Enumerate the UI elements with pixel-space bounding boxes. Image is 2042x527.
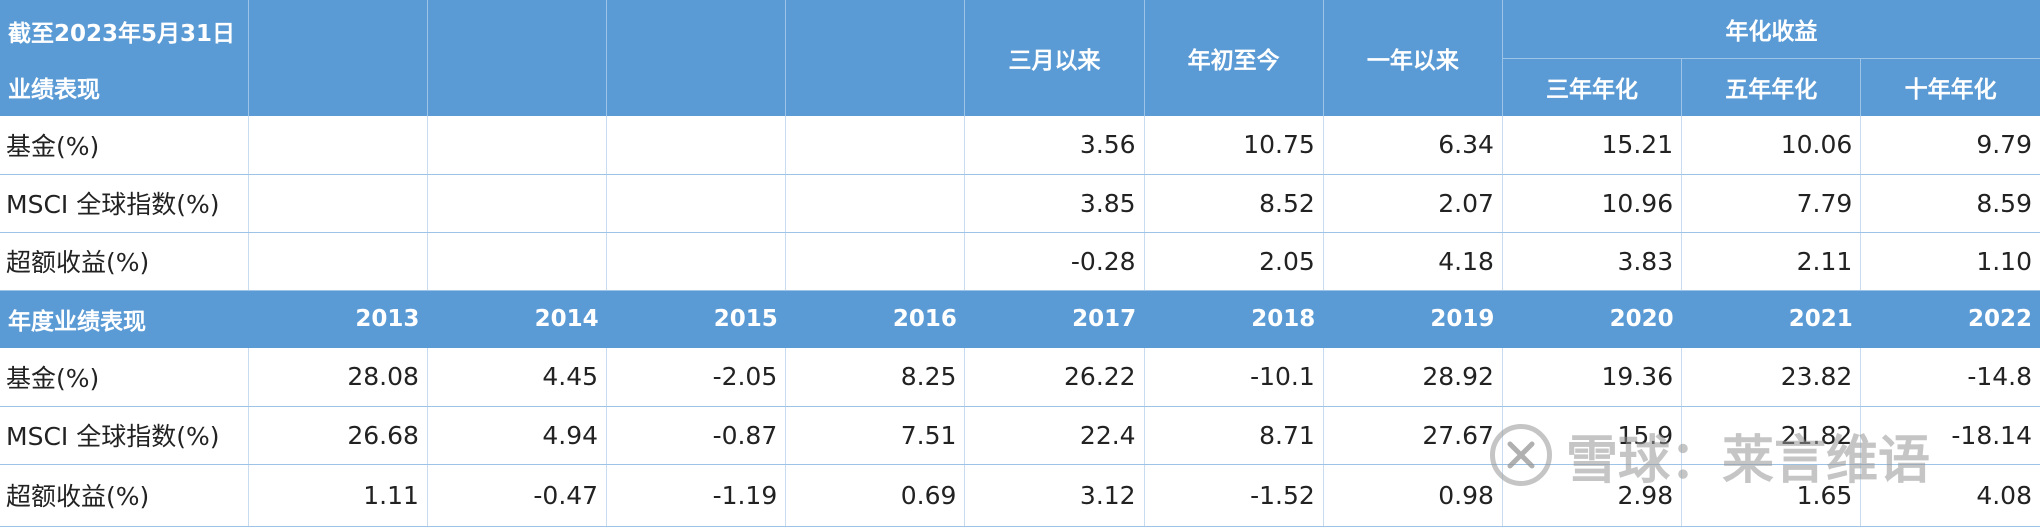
table-cell: 4.94 [426,406,607,465]
table-cell: 23.82 [1681,348,1861,407]
header-row-1: 截至2023年5月31日 三月以来 年初至今 一年以来 年化收益 [0,0,2040,116]
table-cell: 8.71 [1143,406,1324,465]
year-header: 2015 [606,290,786,348]
annual-section-title: 年度业绩表现 [0,290,249,348]
col-header-3m: 三月以来 [964,0,1145,116]
year-header: 2014 [427,290,607,348]
table-cell: 1.10 [1860,232,2040,291]
table-cell: 19.36 [1501,348,1682,407]
table-cell: 15.21 [1501,116,1682,175]
table-cell: -0.47 [426,464,607,527]
as-of-date: 截至2023年5月31日 [0,0,249,58]
table-cell: 22.4 [964,406,1145,465]
table-cell: 7.51 [785,406,965,465]
table-cell: 6.34 [1322,116,1503,175]
year-header: 2022 [1860,290,2040,348]
table-cell: 8.25 [785,348,965,407]
row-label: MSCI 全球指数(%) [0,174,249,233]
table-cell: -1.52 [1143,464,1324,527]
row-label: 超额收益(%) [0,464,249,527]
table-cell: 2.98 [1501,464,1682,527]
table-cell: 1.65 [1681,464,1861,527]
row-label: 基金(%) [0,116,249,175]
table-cell: 26.68 [247,406,428,465]
table-cell: 4.45 [426,348,607,407]
table-row: 超额收益(%) 1.11 -0.47 -1.19 0.69 3.12 -1.52… [0,464,2040,527]
col-header-1y: 一年以来 [1322,0,1503,116]
table-cell: -14.8 [1860,348,2040,407]
row-label: 基金(%) [0,348,249,407]
annual-header-row: 年度业绩表现 2013 2014 2015 2016 2017 2018 201… [0,290,2040,348]
row-label: MSCI 全球指数(%) [0,406,249,465]
year-header: 2019 [1323,290,1503,348]
table-cell: -0.28 [964,232,1145,291]
table-cell: 8.52 [1143,174,1324,233]
table-cell: 2.07 [1322,174,1503,233]
table-cell: 3.85 [964,174,1145,233]
table-cell: -18.14 [1860,406,2040,465]
table-cell: 10.96 [1501,174,1682,233]
table-cell: 15.9 [1501,406,1682,465]
table-cell: -10.1 [1143,348,1324,407]
row-label: 超额收益(%) [0,232,249,291]
header-row-2: 业绩表现 三年年化 五年年化 十年年化 [0,58,2040,116]
table-cell: 4.08 [1860,464,2040,527]
col-header-5y: 五年年化 [1681,58,1861,116]
year-header: 2018 [1144,290,1324,348]
year-header: 2016 [785,290,965,348]
table-cell: 1.11 [247,464,428,527]
table-cell: 10.06 [1681,116,1861,175]
table-cell: 21.82 [1681,406,1861,465]
table-cell: 3.12 [964,464,1145,527]
table-row: MSCI 全球指数(%) 26.68 4.94 -0.87 7.51 22.4 … [0,406,2040,465]
table-cell: 0.69 [785,464,965,527]
year-header: 2021 [1681,290,1861,348]
table-cell: -0.87 [606,406,786,465]
year-header: 2020 [1502,290,1682,348]
table-row: 基金(%) 3.56 10.75 6.34 15.21 10.06 9.79 [0,116,2040,175]
col-header-3y: 三年年化 [1501,58,1682,116]
year-header: 2017 [964,290,1145,348]
table-cell: 26.22 [964,348,1145,407]
table-cell: 10.75 [1143,116,1324,175]
table-row: 超额收益(%) -0.28 2.05 4.18 3.83 2.11 1.10 [0,232,2040,291]
table-cell: 28.92 [1322,348,1503,407]
table-cell: 4.18 [1322,232,1503,291]
table-row: 基金(%) 28.08 4.45 -2.05 8.25 26.22 -10.1 … [0,348,2040,407]
col-header-10y: 十年年化 [1860,58,2040,116]
table-cell: -1.19 [606,464,786,527]
section-title: 业绩表现 [0,58,249,116]
table-cell: 0.98 [1322,464,1503,527]
year-header: 2013 [248,290,428,348]
table-cell: 3.56 [964,116,1145,175]
table-cell: 2.05 [1143,232,1324,291]
table-cell: 28.08 [247,348,428,407]
table-cell: 27.67 [1322,406,1503,465]
table-cell: 3.83 [1501,232,1682,291]
col-header-ytd: 年初至今 [1143,0,1324,116]
table-cell: 9.79 [1860,116,2040,175]
table-cell: 8.59 [1860,174,2040,233]
table-cell: 2.11 [1681,232,1861,291]
table-row: MSCI 全球指数(%) 3.85 8.52 2.07 10.96 7.79 8… [0,174,2040,233]
table-cell: -2.05 [606,348,786,407]
table-cell: 7.79 [1681,174,1861,233]
annualized-group-header: 年化收益 [1501,0,2040,59]
